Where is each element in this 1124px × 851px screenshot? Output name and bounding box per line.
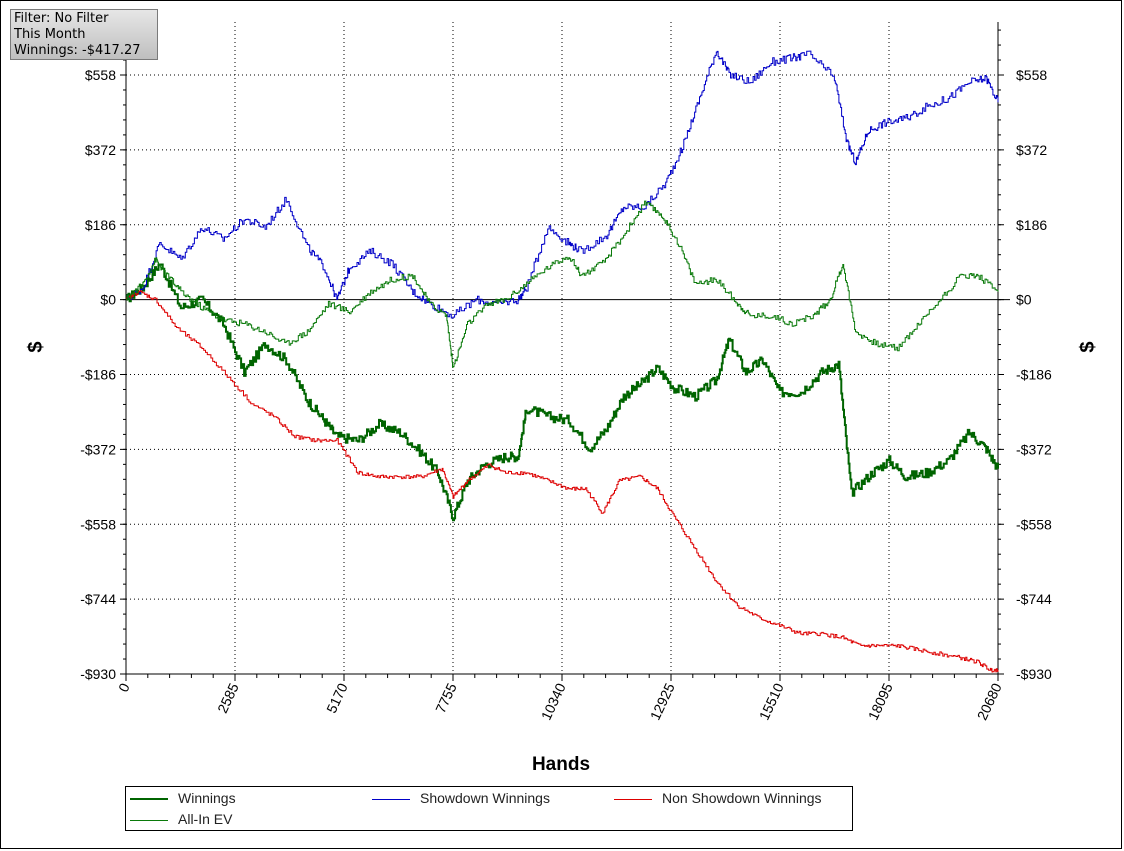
y-tick-label-left: -$930 — [80, 666, 116, 682]
x-tick-label: 18095 — [865, 680, 896, 722]
y-tick-label-left: $372 — [85, 142, 116, 158]
legend-label-all-in-ev: All-In EV — [178, 811, 233, 827]
y-tick-label-left: -$372 — [80, 441, 116, 457]
y-tick-label-right: -$372 — [1016, 441, 1052, 457]
legend-label-winnings: Winnings — [178, 790, 236, 806]
legend-swatch-showdown — [372, 798, 410, 800]
legend-item-winnings: Winnings — [126, 788, 236, 808]
legend-swatch-winnings — [130, 798, 168, 801]
y-tick-label-left: -$744 — [80, 591, 116, 607]
legend: Winnings Showdown Winnings Non Showdown … — [125, 786, 853, 831]
y-tick-label-right: -$744 — [1016, 591, 1052, 607]
x-tick-label: 15510 — [756, 680, 787, 722]
axis-labels: Hands $ $ — [25, 341, 1099, 775]
x-axis-label: Hands — [532, 754, 590, 775]
y-axis-label-right: $ — [1077, 341, 1099, 352]
y-tick-label-left: $186 — [85, 217, 116, 233]
y-tick-label-right: -$186 — [1016, 367, 1052, 383]
x-tick-label: 0 — [115, 680, 133, 694]
y-tick-label-right: $186 — [1016, 217, 1047, 233]
series-line-winnings — [126, 263, 999, 522]
y-tick-label-left: -$558 — [80, 516, 116, 532]
y-tick-label-left: $0 — [100, 292, 116, 308]
legend-item-showdown: Showdown Winnings — [368, 788, 550, 808]
legend-swatch-non-showdown — [614, 798, 652, 800]
legend-swatch-all-in-ev — [130, 819, 168, 821]
grid — [126, 22, 998, 675]
y-tick-label-right: $0 — [1016, 292, 1032, 308]
y-tick-label-right: -$558 — [1016, 516, 1052, 532]
series-line-non-showdown-winnings — [126, 290, 999, 673]
x-tick-label: 20680 — [974, 680, 1005, 722]
legend-label-showdown: Showdown Winnings — [420, 790, 550, 806]
x-tick-label: 5170 — [323, 680, 351, 715]
y-tick-label-right: $372 — [1016, 142, 1047, 158]
series-lines — [126, 50, 999, 673]
y-tick-label-right: -$930 — [1016, 666, 1052, 682]
legend-item-non-showdown: Non Showdown Winnings — [610, 788, 822, 808]
axes: $558 $558 $372 $372 $186 $186 $0 $0 -$186 -$186 -$… — [80, 22, 1052, 723]
x-tick-label: 10340 — [538, 680, 569, 722]
series-line-all-in-ev — [126, 200, 999, 368]
legend-label-non-showdown: Non Showdown Winnings — [662, 790, 822, 806]
period-label: This Month — [14, 27, 86, 42]
filter-info-box: Filter: No Filter This Month Winnings: -… — [10, 9, 158, 60]
y-tick-label-right: $558 — [1016, 67, 1047, 83]
winnings-summary: Winnings: -$417.27 — [14, 43, 141, 58]
x-tick-label: 7755 — [432, 680, 460, 715]
series-line-showdown-winnings — [126, 50, 999, 319]
legend-item-all-in-ev: All-In EV — [126, 809, 232, 829]
y-tick-label-left: -$186 — [80, 367, 116, 383]
x-tick-label: 2585 — [214, 680, 242, 715]
filter-label: Filter: No Filter — [14, 11, 109, 26]
y-tick-label-left: $558 — [85, 67, 116, 83]
x-tick-label: 12925 — [647, 680, 678, 722]
y-axis-label-left: $ — [25, 341, 47, 352]
